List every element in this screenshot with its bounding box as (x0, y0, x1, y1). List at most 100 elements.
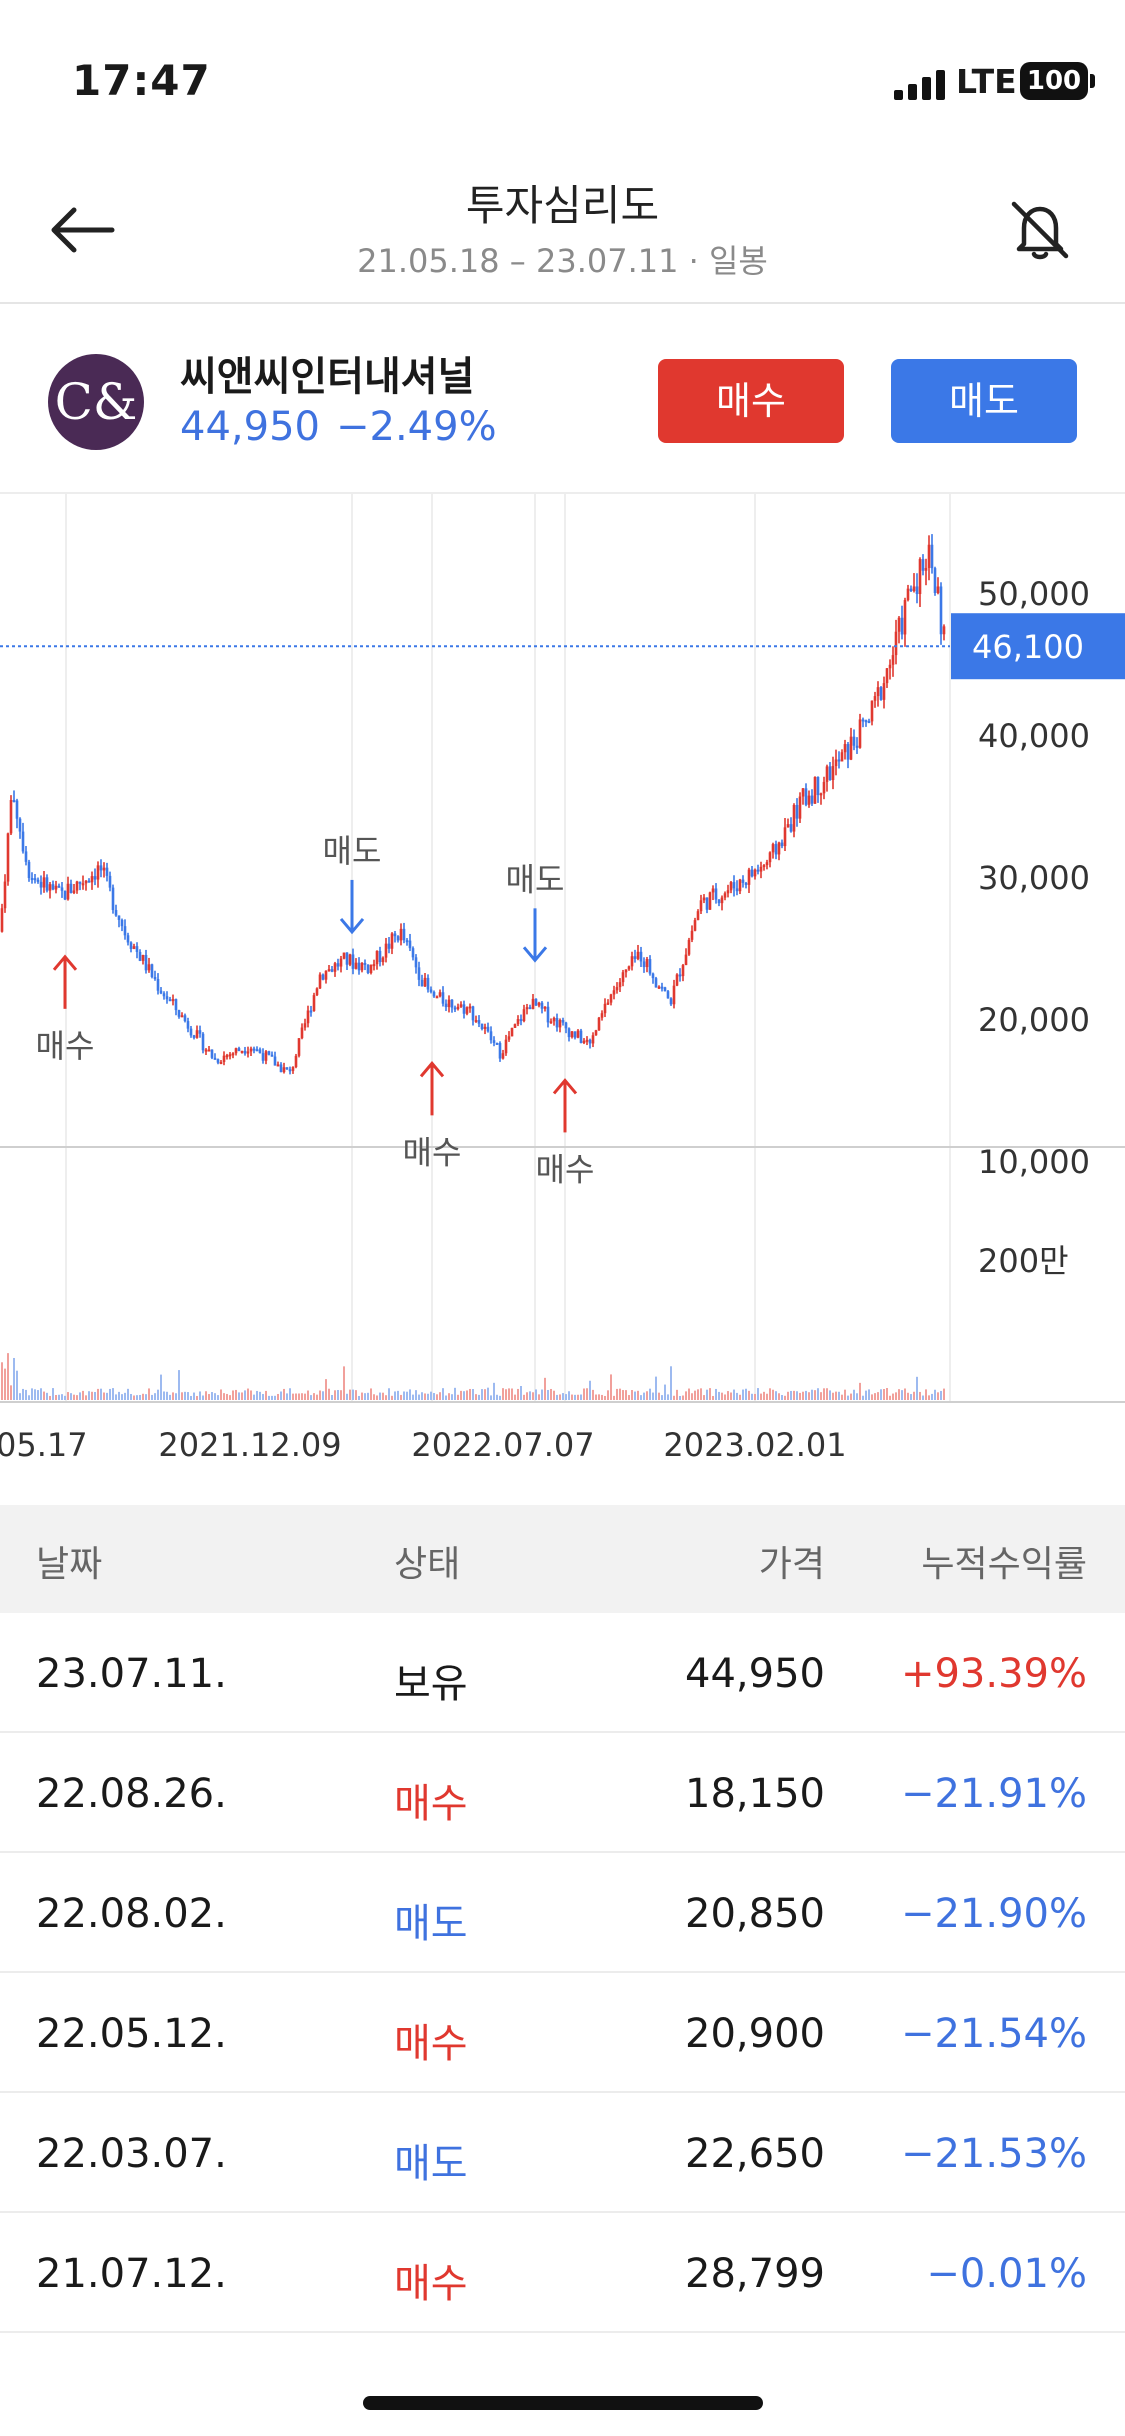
candle-body (633, 956, 637, 959)
volume-bar (790, 1390, 792, 1400)
volume-bar (829, 1390, 831, 1400)
volume-bar (109, 1388, 111, 1400)
candle-body (933, 568, 937, 594)
back-button[interactable] (40, 190, 120, 270)
buy-button[interactable]: 매수 (658, 359, 844, 443)
candle-body (3, 881, 7, 909)
candle-body (531, 998, 535, 1009)
table-row[interactable]: 21.07.12. 매수 28,799 −0.01% (0, 2213, 1125, 2333)
volume-bar (751, 1393, 753, 1400)
volume-bar (529, 1391, 531, 1400)
candle-body (624, 969, 628, 973)
volume-bar (232, 1390, 234, 1400)
volume-bar (520, 1385, 522, 1400)
volume-bar (928, 1395, 930, 1400)
volume-bar (586, 1388, 588, 1400)
stock-change-rate: −2.49% (336, 404, 497, 450)
arrow-left-icon (51, 207, 115, 253)
candle-body (153, 976, 157, 980)
volume-bar (799, 1392, 801, 1400)
volume-bar (832, 1392, 834, 1400)
battery-icon: 100 (1020, 62, 1088, 100)
candle-body (546, 1006, 550, 1023)
candle-body (927, 544, 931, 568)
candle-body (273, 1056, 277, 1066)
candle-body (756, 869, 760, 872)
candle-body (768, 852, 772, 863)
candle-body (588, 1039, 592, 1044)
candle-body (417, 967, 421, 980)
volume-bar (79, 1392, 81, 1400)
network-type: LTE (956, 62, 1017, 101)
volume-bar (136, 1395, 138, 1400)
candlestick-chart[interactable]: 10,000 20,000 30,000 40,000 50,000 46,100 200만… (0, 494, 1125, 1504)
candle-body (582, 1040, 586, 1044)
candle-body (810, 795, 814, 804)
x-axis-tick-label: 2022.07.07 (411, 1426, 594, 1464)
candle-body (444, 1003, 448, 1008)
candle-body (798, 796, 802, 819)
volume-bar (874, 1393, 876, 1400)
volume-bar (637, 1390, 639, 1400)
volume-bar (145, 1394, 147, 1400)
candle-body (408, 940, 412, 949)
price-chart[interactable]: 10,000 20,000 30,000 40,000 50,000 46,100 200만… (0, 494, 1125, 1504)
notification-toggle-button[interactable] (1000, 190, 1080, 270)
candle-body (912, 586, 916, 592)
volume-bar (895, 1392, 897, 1400)
candle-body (921, 559, 925, 571)
candle-body (567, 1028, 571, 1038)
table-row[interactable]: 22.08.02. 매도 20,850 −21.90% (0, 1853, 1125, 1973)
volume-bar (19, 1393, 21, 1400)
candle-body (195, 1030, 199, 1038)
candle-body (315, 988, 319, 996)
buy-signal-label: 매수 (536, 1150, 595, 1188)
candle-body (699, 900, 703, 912)
candle-body (852, 736, 856, 746)
candle-body (831, 766, 835, 781)
stock-name[interactable]: 씨앤씨인터내셔널 (180, 354, 475, 400)
volume-bar (175, 1393, 177, 1400)
candle-body (39, 881, 43, 888)
candle-body (333, 963, 337, 972)
volume-bar (10, 1385, 12, 1400)
candle-body (465, 1007, 469, 1014)
row-status: 매수 (394, 2261, 468, 2307)
candle-body (612, 990, 616, 995)
volume-bar (13, 1357, 15, 1400)
sell-button[interactable]: 매도 (891, 359, 1077, 443)
candle-body (534, 998, 538, 1006)
volume-bar (292, 1393, 294, 1400)
volume-bar (16, 1370, 18, 1400)
table-row[interactable]: 22.03.07. 매도 22,650 −21.53% (0, 2093, 1125, 2213)
candle-body (183, 1015, 187, 1022)
candle-body (213, 1057, 217, 1060)
volume-bar (286, 1393, 288, 1400)
candle-body (855, 745, 859, 748)
volume-bar (937, 1392, 939, 1400)
volume-bar (490, 1395, 492, 1400)
battery-tip (1090, 74, 1095, 88)
volume-bar (214, 1393, 216, 1400)
column-header-return: 누적수익률 (921, 1544, 1087, 1585)
volume-bar (715, 1388, 717, 1400)
volume-bar (415, 1390, 417, 1400)
candle-body (456, 1006, 460, 1010)
candle-body (858, 719, 862, 748)
volume-bar (91, 1391, 93, 1400)
candle-body (813, 776, 817, 804)
row-status: 매도 (394, 1901, 468, 1947)
candle-body (171, 999, 175, 1002)
table-row[interactable]: 23.07.11. 보유 44,950 +93.39% (0, 1613, 1125, 1733)
home-indicator[interactable] (363, 2396, 763, 2410)
volume-bar (469, 1388, 471, 1400)
volume-bar (811, 1389, 813, 1400)
volume-bar (112, 1388, 114, 1400)
candle-body (774, 844, 778, 855)
candle-body (540, 1002, 544, 1009)
stock-price: 44,950 (180, 404, 320, 450)
volume-bar (100, 1388, 102, 1400)
candle-body (291, 1067, 295, 1071)
table-row[interactable]: 22.08.26. 매수 18,150 −21.91% (0, 1733, 1125, 1853)
table-row[interactable]: 22.05.12. 매수 20,900 −21.54% (0, 1973, 1125, 2093)
